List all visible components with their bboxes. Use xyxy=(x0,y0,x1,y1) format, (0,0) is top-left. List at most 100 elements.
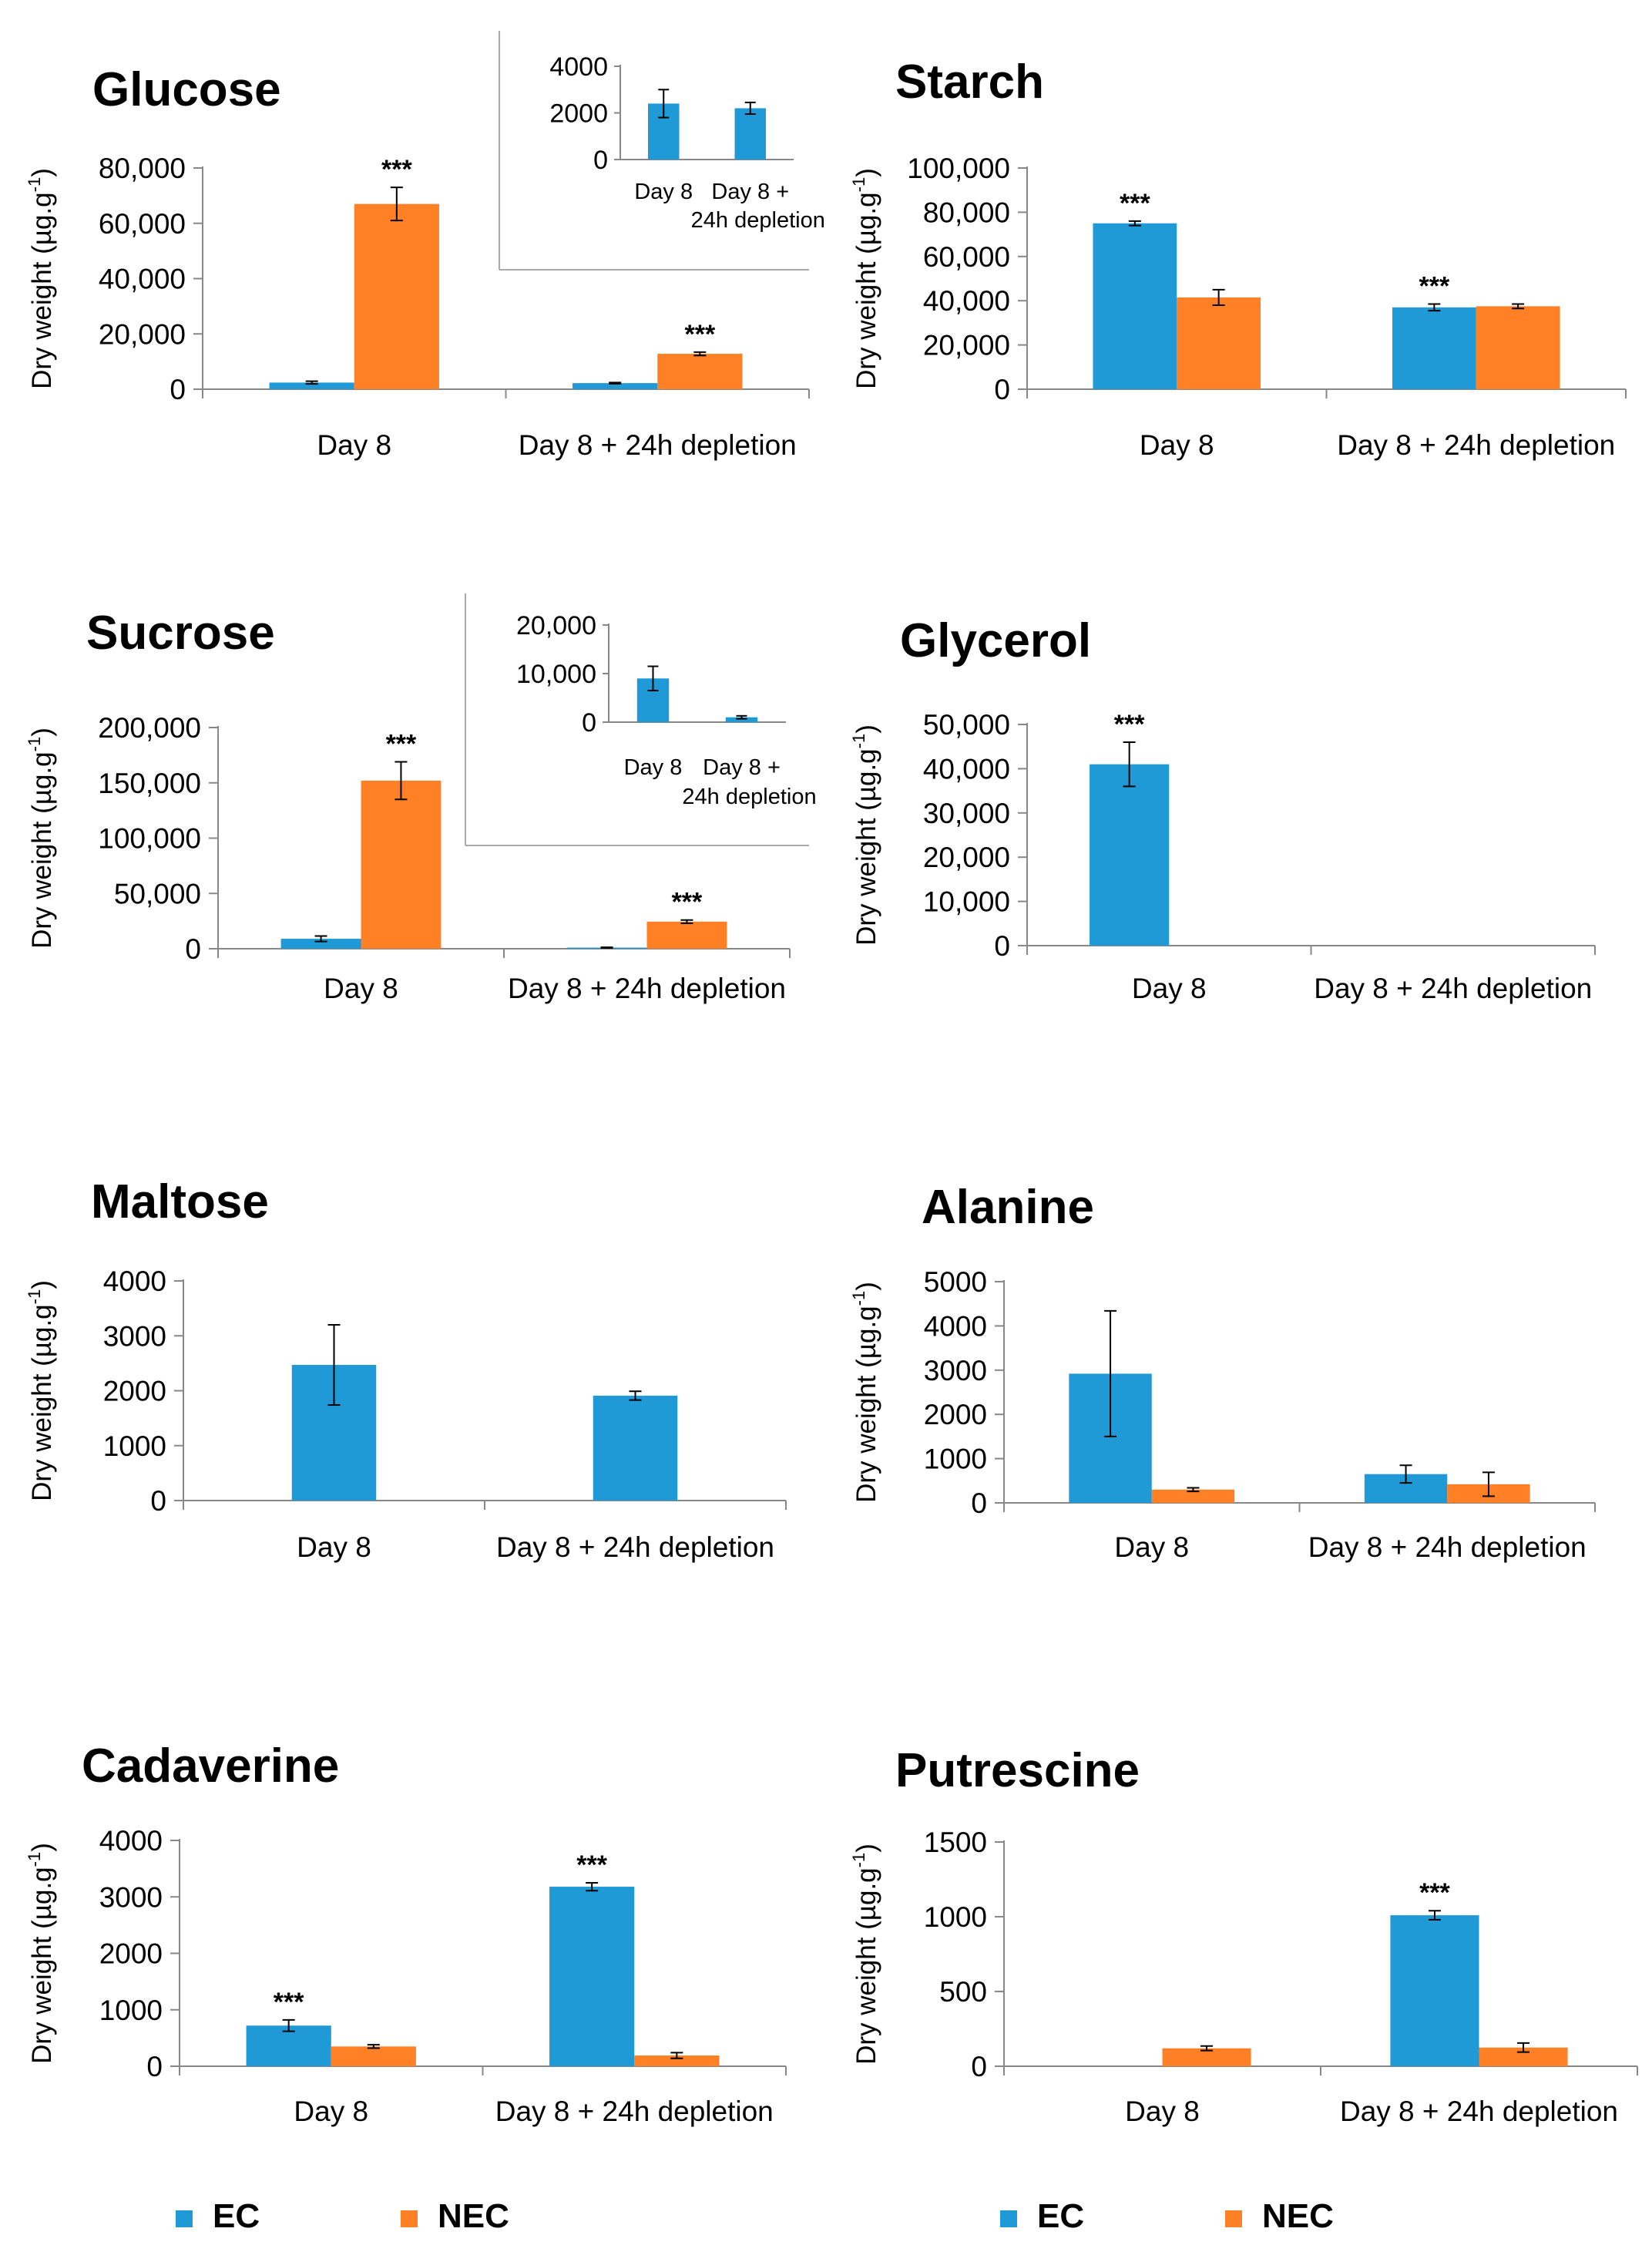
y-tick-label: 150,000 xyxy=(98,768,201,799)
chart-title: Alanine xyxy=(922,1181,1094,1234)
bar-ec xyxy=(593,1395,678,1501)
y-axis-label: Dry weight (µg.g-1) xyxy=(25,728,57,949)
bar-nec xyxy=(361,780,442,949)
chart-alanine: Alanine Dry weight (µg.g-1) 0 1000 2000 3000 4… xyxy=(849,1181,1596,1563)
bar-ec xyxy=(269,382,354,389)
y-tick-label: 60,000 xyxy=(923,241,1010,273)
y-tick-label: 2000 xyxy=(103,1376,166,1407)
y-axis-label-main: Dry weight (µg.g xyxy=(27,1304,57,1501)
inset-y-tick-label: 0 xyxy=(593,146,608,175)
y-axis-label: Dry weight (µg.g-1) xyxy=(849,168,881,389)
bar-nec xyxy=(657,354,743,389)
chart-title: Maltose xyxy=(91,1175,269,1228)
y-axis-label: Dry weight (µg.g-1) xyxy=(25,168,57,389)
y-axis-label-close: ) xyxy=(27,168,57,177)
inset-y-tick-label: 2000 xyxy=(549,99,608,129)
y-axis-label-exponent: -1 xyxy=(849,177,868,193)
inset-category-label: Day 8 xyxy=(634,180,693,204)
y-axis-label-close: ) xyxy=(27,1843,57,1852)
y-axis-label-main: Dry weight (µg.g xyxy=(851,1867,881,2065)
chart-title: Starch xyxy=(895,55,1044,109)
inset-category-label: Day 8 xyxy=(624,755,683,780)
y-axis-label-close: ) xyxy=(851,1282,881,1291)
y-tick-label: 200,000 xyxy=(98,712,201,744)
y-tick-label: 50,000 xyxy=(923,709,1010,741)
inset-y-tick-label: 4000 xyxy=(549,52,608,82)
y-axis-label: Dry weight (µg.g-1) xyxy=(849,1282,881,1503)
chart-sucrose: Sucrose Dry weight (µg.g-1) 0 50,000 100,000… xyxy=(25,593,817,1004)
x-category-label: Day 8 xyxy=(1132,973,1207,1004)
chart-cadaverine: Cadaverine Dry weight (µg.g-1) 0 1000 2000 30… xyxy=(25,1739,787,2127)
legend: EC NEC xyxy=(176,2197,509,2235)
y-tick-label: 3000 xyxy=(924,1355,987,1386)
chart-title: Sucrose xyxy=(86,607,275,660)
chart-glucose: Glucose Dry weight (µg.g-1) 0 20,000 40,000 6… xyxy=(25,31,825,461)
y-axis-label-main: Dry weight (µg.g xyxy=(851,748,881,946)
inset-y-tick-label: 20,000 xyxy=(516,611,596,640)
inset-bar-ec xyxy=(734,108,766,160)
bar-nec xyxy=(1162,2048,1251,2066)
y-axis-label-close: ) xyxy=(27,728,57,737)
y-tick-label: 1500 xyxy=(924,1827,987,1858)
inset-chart: 0 10,000 20,000 Day 8 Day 8 + 24h depletion xyxy=(465,593,817,846)
x-category-label: Day 8 xyxy=(1140,429,1214,461)
chart-glycerol: Glycerol Dry weight (µg.g-1) 0 10,000 20,000… xyxy=(849,614,1596,1004)
y-tick-label: 4000 xyxy=(924,1310,987,1342)
y-axis-label-exponent: -1 xyxy=(25,177,44,193)
y-axis-label-main: Dry weight (µg.g xyxy=(851,192,881,389)
x-category-label: Day 8 + 24h depletion xyxy=(1308,1531,1587,1563)
y-axis-label-main: Dry weight (µg.g xyxy=(27,1867,57,2064)
y-tick-label: 1000 xyxy=(103,1430,166,1462)
significance-marker: *** xyxy=(1419,272,1450,301)
inset-category-label: 24h depletion xyxy=(682,785,816,809)
x-category-label: Day 8 xyxy=(1125,2096,1200,2127)
bar-nec xyxy=(1476,306,1560,389)
bar-ec xyxy=(1390,1915,1479,2066)
inset-category-label: Day 8 + xyxy=(711,180,789,204)
y-tick-label: 0 xyxy=(971,2051,987,2082)
y-tick-label: 20,000 xyxy=(923,330,1010,361)
y-tick-label: 3000 xyxy=(99,1881,163,1913)
bar-ec xyxy=(246,2025,331,2066)
chart-starch: Starch Dry weight (µg.g-1) 0 20,000 40,000 60… xyxy=(849,55,1627,461)
bar-nec xyxy=(646,921,727,949)
chart-title: Putrescine xyxy=(895,1744,1140,1797)
y-tick-label: 0 xyxy=(185,933,201,965)
y-tick-label: 5000 xyxy=(924,1266,987,1298)
inset-y-tick-label: 0 xyxy=(582,708,596,738)
bar-ec xyxy=(1090,764,1170,946)
y-tick-label: 80,000 xyxy=(99,153,186,184)
inset-y-tick-label: 10,000 xyxy=(516,660,596,689)
y-tick-label: 0 xyxy=(150,1485,166,1517)
x-category-label: Day 8 + 24h depletion xyxy=(519,429,797,461)
significance-marker: *** xyxy=(386,729,417,758)
chart-title: Glycerol xyxy=(900,614,1091,667)
y-axis-label-main: Dry weight (µg.g xyxy=(851,1306,881,1503)
y-axis-label-exponent: -1 xyxy=(849,1291,868,1306)
y-tick-label: 50,000 xyxy=(114,878,201,909)
bar-ec xyxy=(280,939,361,949)
y-tick-label: 1000 xyxy=(924,1444,987,1475)
y-tick-label: 0 xyxy=(994,374,1010,405)
y-tick-label: 500 xyxy=(939,1976,987,2008)
y-axis-label-exponent: -1 xyxy=(25,1852,44,1867)
chart-title: Cadaverine xyxy=(82,1739,339,1793)
y-tick-label: 0 xyxy=(994,930,1010,962)
bar-ec xyxy=(572,383,658,389)
y-tick-label: 100,000 xyxy=(907,153,1010,184)
legend-label-ec: EC xyxy=(1037,2197,1084,2235)
x-category-label: Day 8 xyxy=(317,429,391,461)
y-axis-label-close: ) xyxy=(851,1844,881,1853)
chart-putrescine: Putrescine Dry weight (µg.g-1) 0 500 1000 150… xyxy=(849,1744,1638,2127)
bar-nec xyxy=(1151,1489,1235,1503)
y-tick-label: 40,000 xyxy=(923,753,1010,785)
significance-marker: *** xyxy=(1120,189,1150,218)
chart-maltose: Maltose Dry weight (µg.g-1) 0 1000 2000 3000 4… xyxy=(25,1175,787,1563)
x-category-label: Day 8 + 24h depletion xyxy=(1340,2096,1618,2127)
y-tick-label: 0 xyxy=(170,374,186,405)
x-category-label: Day 8 xyxy=(1114,1531,1189,1563)
legend-swatch-nec xyxy=(401,2210,418,2227)
y-axis-label-exponent: -1 xyxy=(849,734,868,749)
x-category-label: Day 8 + 24h depletion xyxy=(1314,973,1592,1004)
